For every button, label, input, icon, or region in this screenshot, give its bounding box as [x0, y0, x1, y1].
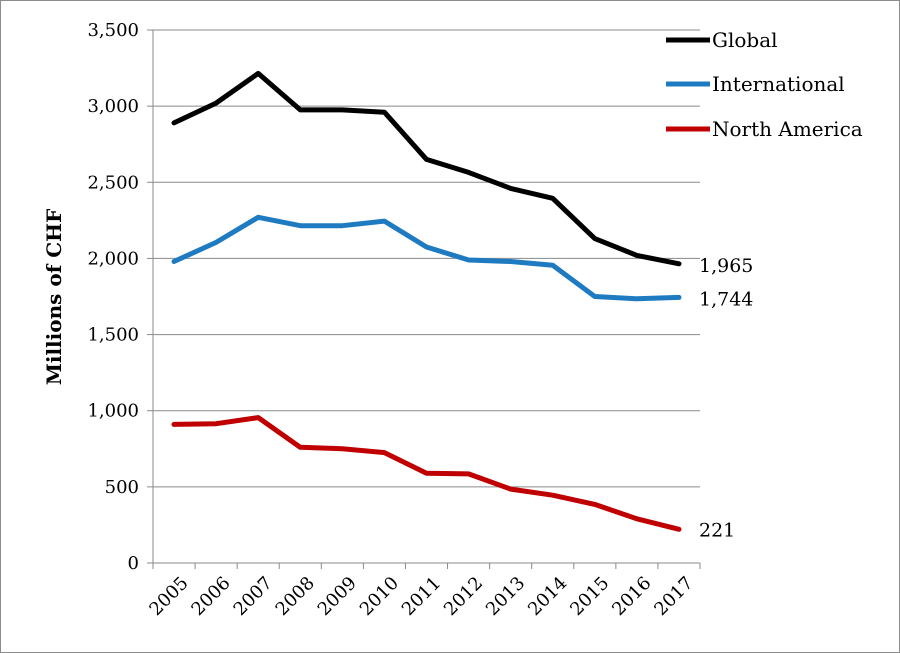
x-tick-label: 2014 — [524, 573, 571, 620]
series-line — [171, 214, 682, 302]
x-tick-label: 2012 — [440, 573, 487, 620]
y-tick-label: 1,000 — [87, 401, 139, 422]
x-tick-label: 2013 — [482, 573, 529, 620]
end-value-labels: 1,965 1,744 221 — [699, 255, 753, 542]
x-tick-label: 2007 — [230, 573, 277, 620]
y-tick-label: 3,000 — [87, 96, 139, 117]
y-tick-label: 500 — [105, 477, 139, 498]
x-tick-label: 2010 — [356, 573, 403, 620]
x-tick-label: 2005 — [145, 573, 192, 620]
x-tick-label: 2016 — [608, 573, 655, 620]
y-tick-label: 2,000 — [87, 248, 139, 269]
x-tick-label: 2008 — [272, 573, 319, 620]
legend-label: International — [712, 72, 845, 96]
y-tick-labels: 0 500 1,000 1,500 2,000 2,500 3,000 3,500 — [87, 20, 139, 574]
legend-label: Global — [712, 28, 778, 52]
axes — [147, 29, 701, 569]
y-tick-label: 3,500 — [87, 20, 139, 41]
end-value-label: 221 — [699, 519, 735, 541]
series-line — [171, 70, 682, 267]
end-value-label: 1,744 — [699, 288, 753, 310]
y-axis-label: Millions of CHF — [42, 209, 66, 386]
x-tick-label: 2015 — [566, 573, 613, 620]
legend-label: North America — [712, 117, 863, 141]
x-tick-labels: 2005200620072008200920102011201220132014… — [145, 573, 697, 620]
legend: Global International North America — [666, 28, 863, 141]
y-tick-label: 0 — [128, 553, 139, 574]
gridlines — [153, 29, 700, 488]
x-tick-label: 2017 — [650, 573, 697, 620]
end-value-label: 1,965 — [699, 255, 753, 277]
series-line — [171, 415, 682, 532]
x-tick-label: 2009 — [314, 573, 361, 620]
series-lines — [171, 70, 682, 532]
y-tick-label: 2,500 — [87, 172, 139, 193]
x-tick-label: 2011 — [398, 573, 445, 620]
x-tick-label: 2006 — [187, 573, 234, 620]
y-tick-label: 1,500 — [87, 325, 139, 346]
